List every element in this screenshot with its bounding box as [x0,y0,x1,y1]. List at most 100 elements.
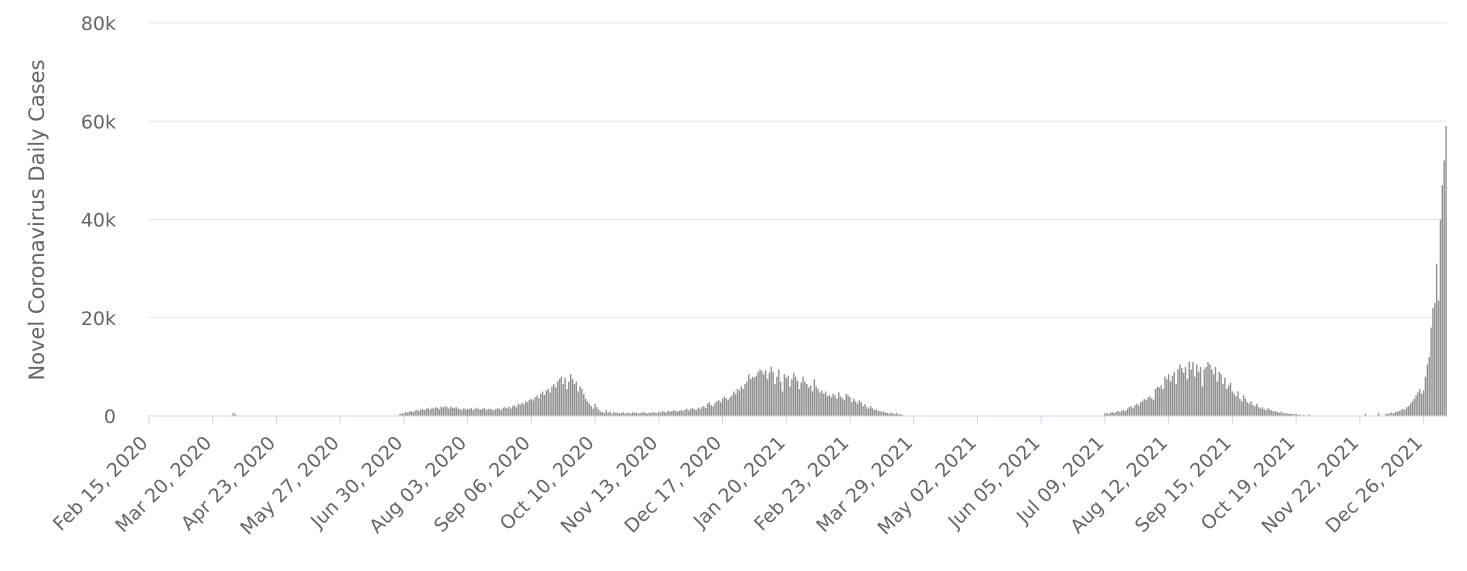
bar [473,410,474,416]
y-tick-label: 60k [81,111,116,133]
bar [414,411,415,416]
bar [416,410,417,416]
bar [1157,387,1158,416]
bar [482,409,483,416]
bar [1430,328,1431,416]
bar [1110,413,1111,416]
bar [862,406,863,416]
bar [855,401,856,416]
bar [666,413,667,416]
bar [585,399,586,416]
bar [1155,389,1156,416]
bar [1125,411,1126,416]
bar [1417,392,1418,416]
bar [441,407,442,416]
bar [1232,391,1233,416]
bar [891,413,892,416]
bar [1149,396,1150,416]
bar [471,408,472,416]
bar [1196,364,1197,416]
bar [1192,362,1193,416]
bar [1280,412,1281,416]
bar [540,394,541,416]
bar [1241,401,1242,416]
bar [834,395,835,416]
bar [1160,386,1161,416]
bar [1245,399,1246,416]
bar [431,408,432,416]
bar [576,382,577,416]
bar [547,389,548,416]
bar [1190,369,1191,416]
bar [707,404,708,416]
bar [817,389,818,416]
bar [737,389,738,416]
bar [735,394,736,416]
bar [864,404,865,416]
y-tick-label: 0 [104,406,116,428]
bar [579,387,580,416]
bar [778,369,779,416]
bar [1181,368,1182,416]
bar [489,409,490,416]
bar [793,373,794,416]
bar [1159,388,1160,416]
bar [1205,367,1206,416]
bar [555,388,556,416]
bar [681,410,682,416]
bar [461,410,462,416]
bar [836,399,837,416]
bar [428,408,429,416]
bar [662,411,663,416]
bar [536,395,537,416]
bar [1194,377,1195,416]
bar [679,411,680,416]
bar [469,409,470,416]
bar [1269,410,1270,416]
bar [652,412,653,416]
bar [654,413,655,416]
bar [874,410,875,416]
bar [1423,390,1424,416]
bar [1185,367,1186,416]
bar [660,413,661,416]
bar [739,390,740,416]
bar [870,406,871,416]
bar [448,409,449,416]
bar [1425,377,1426,416]
bar [643,412,644,416]
bar [664,412,665,416]
bar [495,409,496,416]
bar [748,374,749,416]
bar [1265,410,1266,416]
bar [697,408,698,416]
bar [682,411,683,416]
bar [1166,379,1167,416]
bar [1412,401,1413,416]
bar [551,387,552,416]
bar [1147,397,1148,416]
bar [467,409,468,416]
bar [1217,382,1218,416]
bar [1179,364,1180,416]
bar [799,389,800,416]
bar [774,384,775,416]
bar [1140,402,1141,416]
bar [501,410,502,416]
bar [1224,378,1225,416]
bar [525,401,526,416]
bar [787,376,788,416]
bar [474,409,475,416]
bar [459,409,460,416]
bar [1252,405,1253,416]
bar [1187,379,1188,416]
bar [512,406,513,416]
bar [849,397,850,416]
bar [712,406,713,416]
bar [1219,372,1220,416]
bar [752,377,753,416]
bar [722,399,723,416]
bar [1249,404,1250,416]
bar [838,392,839,416]
